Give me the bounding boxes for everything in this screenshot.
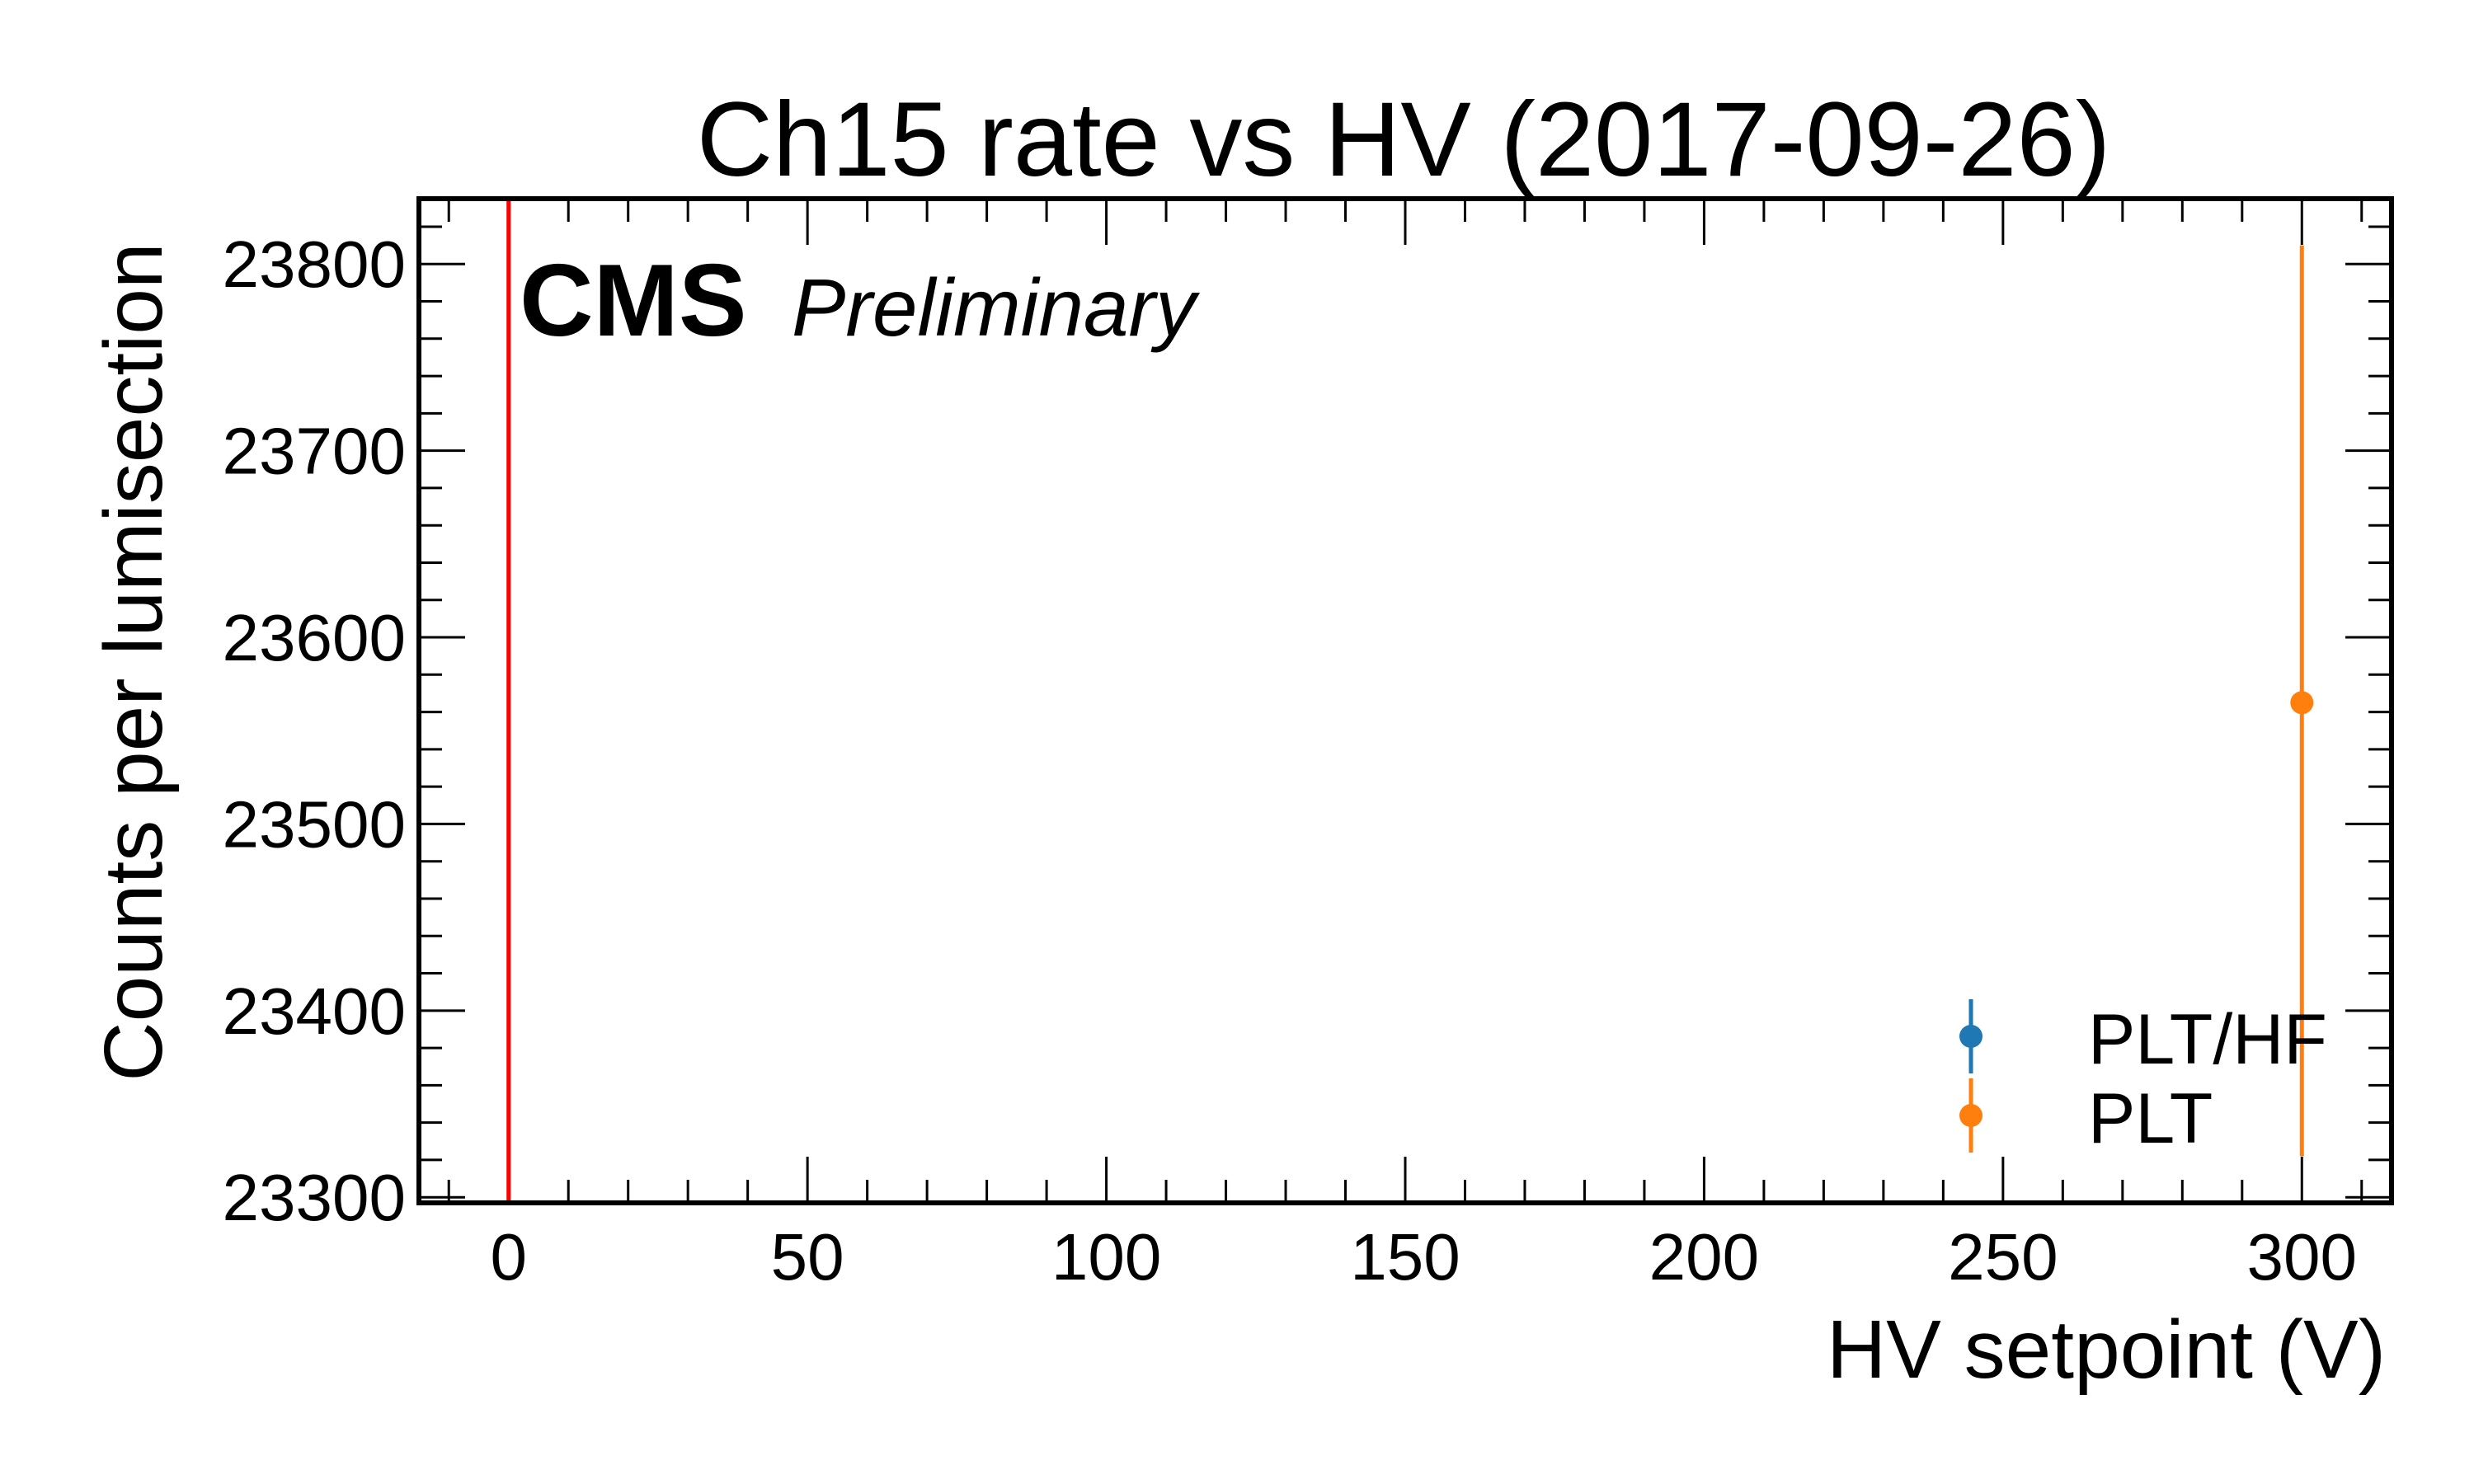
x-tick-label: 0: [490, 1220, 527, 1294]
plot-frame: [416, 196, 2394, 1205]
x-axis-ticks: 0 50 100 150 200 250 300: [447, 199, 2363, 1294]
x-tick-label: 200: [1649, 1220, 1759, 1294]
legend-label: PLT: [2088, 1079, 2213, 1158]
x-tick-label: 150: [1350, 1220, 1460, 1294]
data-series: [2290, 245, 2314, 1157]
legend-marker: [1959, 1104, 1982, 1127]
experiment-label: CMS: [520, 244, 747, 358]
experiment-sublabel: Preliminary: [792, 262, 1200, 353]
y-axis-ticks: 23300 23400 23500 23600 23700 23800: [223, 225, 2392, 1234]
legend: PLT/HF PLT: [1959, 999, 2327, 1158]
chart-title: Ch15 rate vs HV (2017-09-26): [697, 81, 2111, 199]
legend-label: PLT/HF: [2088, 1000, 2327, 1079]
x-tick-label: 100: [1051, 1220, 1161, 1294]
y-tick-label: 23700: [223, 415, 406, 488]
data-point: [2290, 691, 2314, 715]
y-tick-label: 23300: [223, 1161, 406, 1234]
y-tick-label: 23600: [223, 601, 406, 674]
legend-marker: [1959, 1025, 1982, 1048]
x-tick-label: 250: [1948, 1220, 2058, 1294]
y-tick-label: 23400: [223, 974, 406, 1048]
x-tick-label: 300: [2247, 1220, 2357, 1294]
x-tick-label: 50: [771, 1220, 844, 1294]
y-tick-label: 23800: [223, 228, 406, 301]
y-tick-label: 23500: [223, 787, 406, 861]
x-axis-label: HV setpoint (V): [1827, 1303, 2386, 1396]
y-axis-label: Counts per lumisection: [87, 242, 180, 1081]
